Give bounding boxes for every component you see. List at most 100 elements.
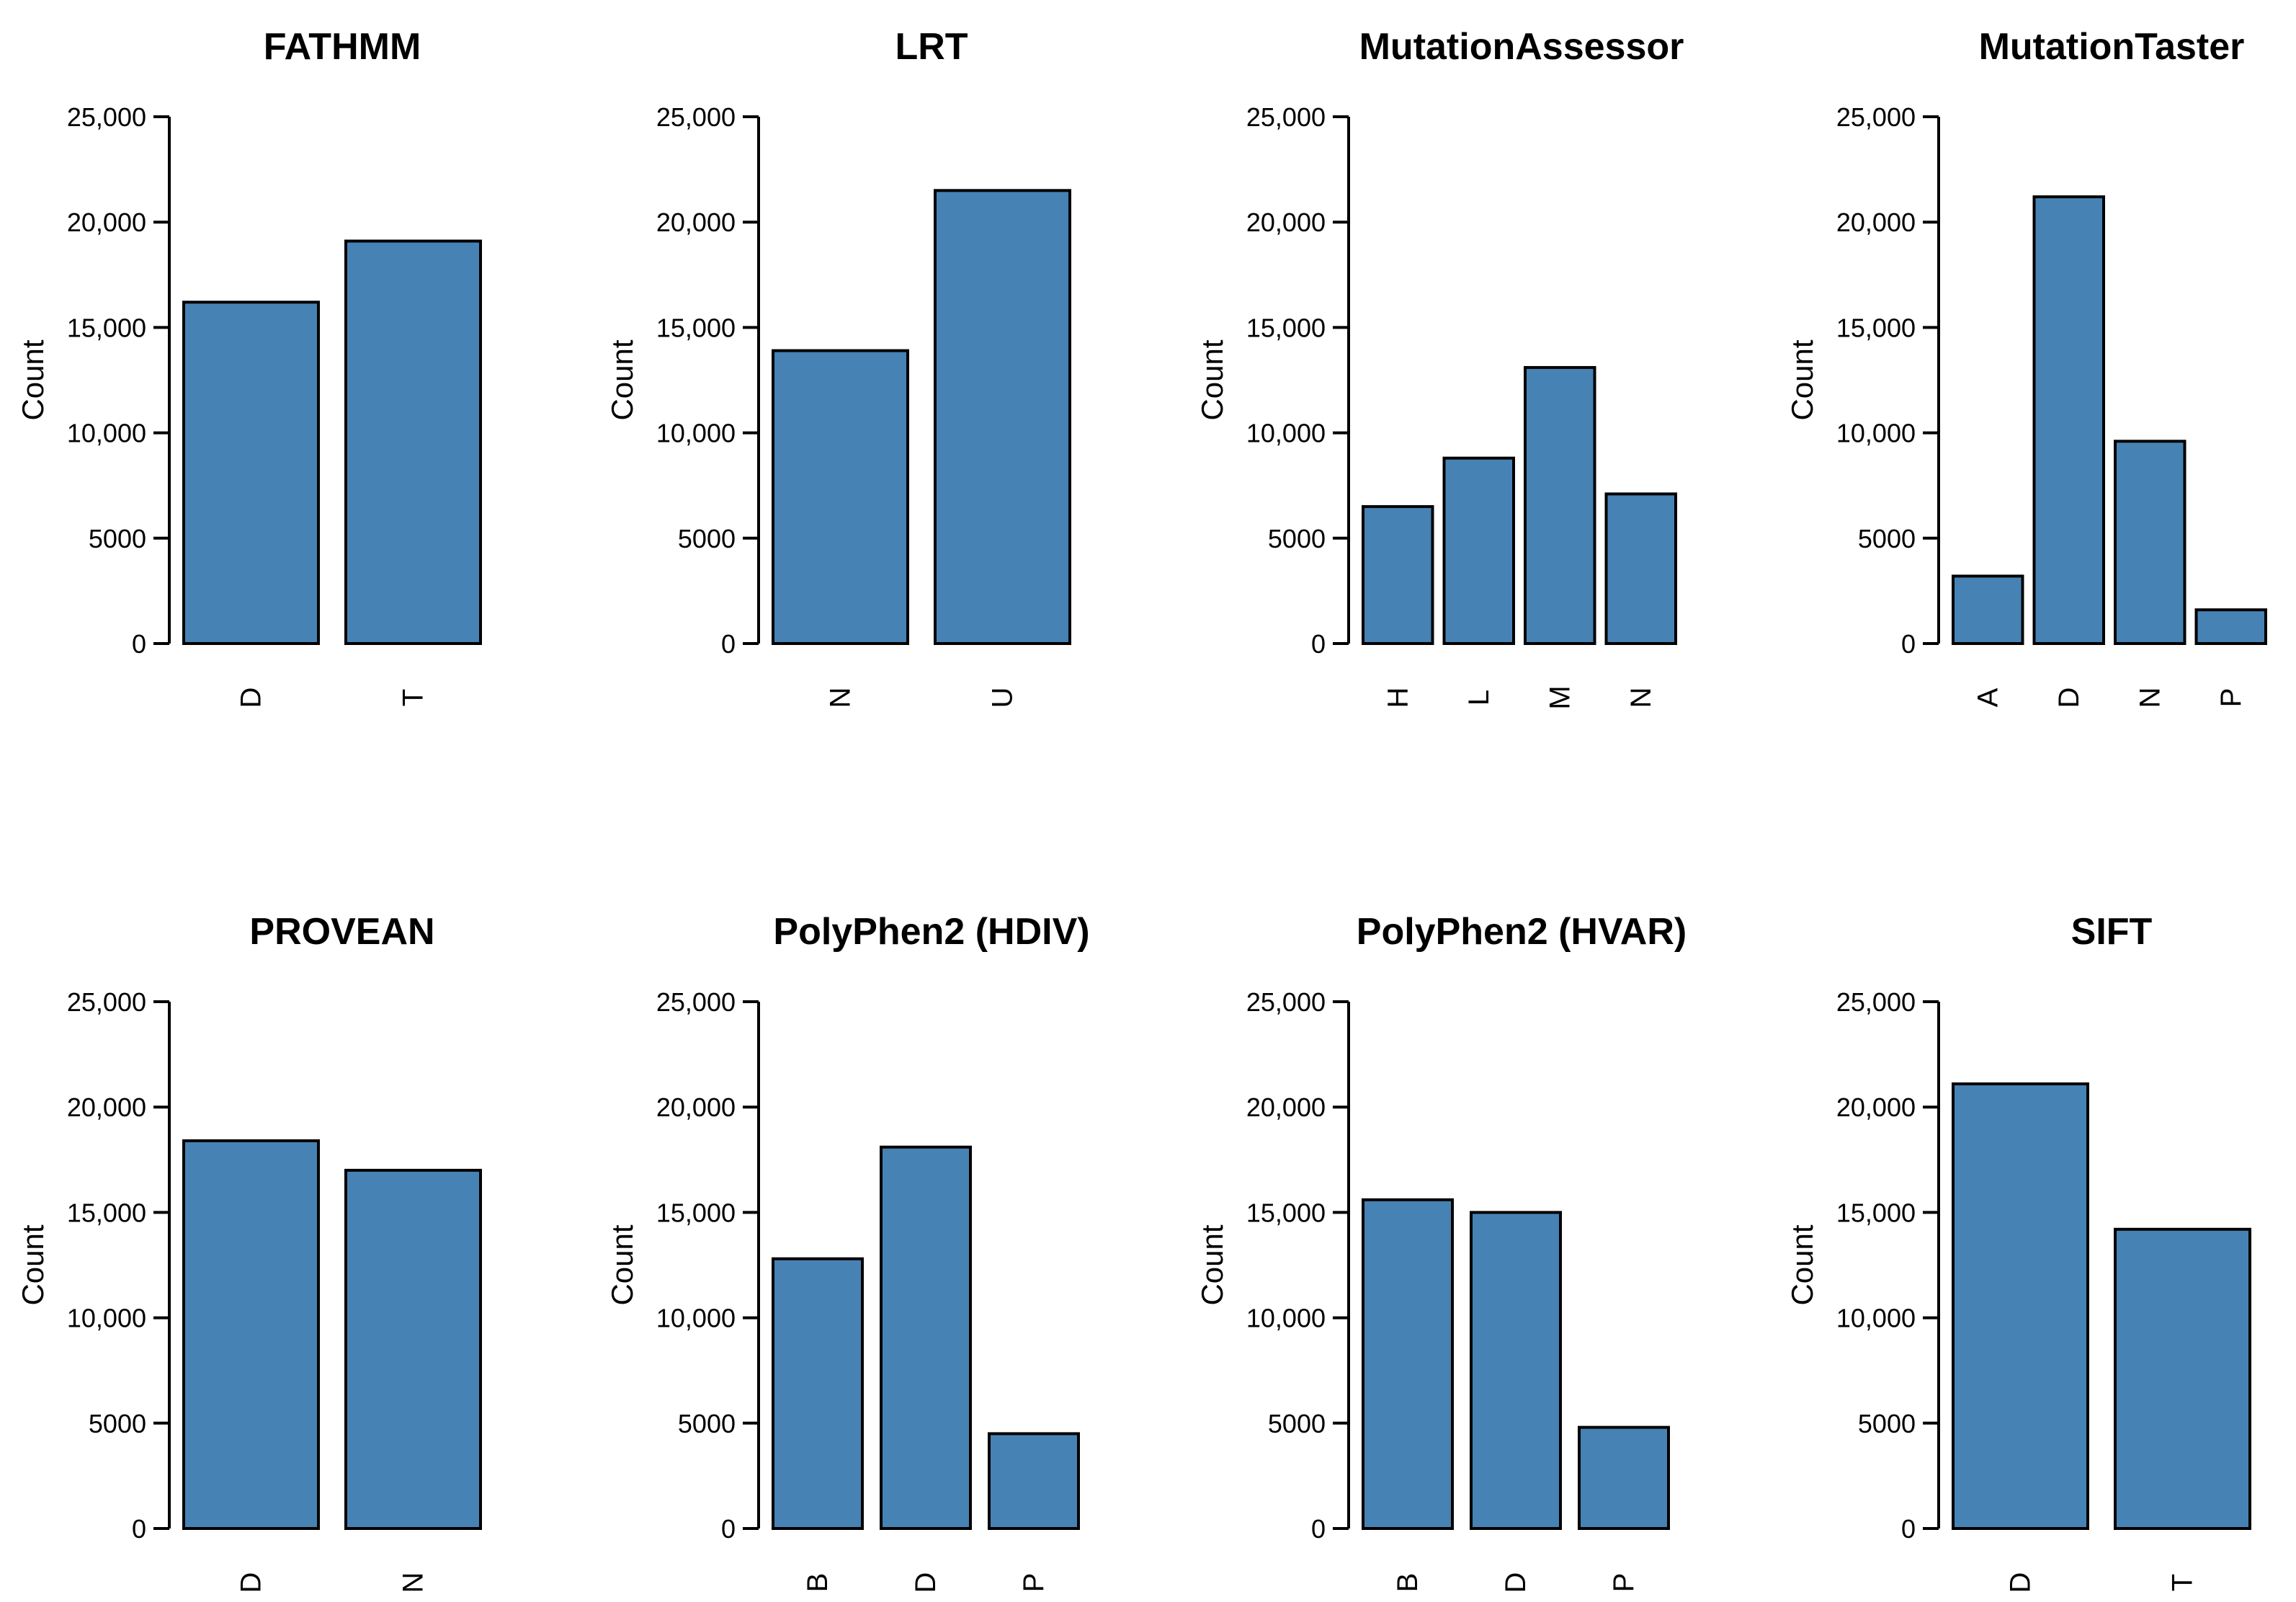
- chart-panel: LRT 0 5000 10,000 15,000 20,000 25,000 Count N U: [605, 26, 1071, 708]
- bar-D: [182, 1139, 320, 1530]
- bar-L: [1442, 456, 1515, 645]
- y-tick-label: 10,000: [656, 1304, 736, 1333]
- bar-P: [1578, 1425, 1670, 1530]
- y-tick-label: 25,000: [67, 987, 146, 1017]
- y-tick-label: 15,000: [656, 1198, 736, 1227]
- y-axis-label: Count: [1195, 339, 1229, 420]
- y-tick-label: 10,000: [1246, 419, 1326, 448]
- y-tick-label: 5000: [678, 524, 736, 553]
- category-label: P: [2215, 688, 2247, 708]
- y-tick-label: 0: [132, 1514, 146, 1544]
- y-tick-label: 5000: [1858, 524, 1916, 553]
- y-tick-label: 5000: [1858, 1409, 1916, 1438]
- y-axis-label: Count: [16, 1224, 50, 1305]
- chart-panel: FATHMM 0 5000 10,000 15,000 20,000 25,000 Count…: [16, 26, 482, 708]
- y-axis-label: Count: [16, 339, 50, 420]
- y-tick-label: 25,000: [656, 102, 736, 132]
- y-tick-label: 15,000: [67, 1198, 146, 1227]
- chart-title: MutationAssessor: [1359, 26, 1684, 68]
- chart-panel: PROVEAN 0 5000 10,000 15,000 20,000 25,000 Coun…: [16, 911, 482, 1593]
- y-tick-label: 20,000: [1836, 208, 1916, 237]
- category-label: P: [1608, 1573, 1640, 1593]
- chart-panel: SIFT 0 5000 10,000 15,000 20,000 25,000 Count D T: [1785, 911, 2251, 1593]
- y-tick-label: 20,000: [67, 1093, 146, 1122]
- y-tick-label: 10,000: [656, 419, 736, 448]
- y-axis-label: Count: [1785, 339, 1819, 420]
- category-label: U: [987, 687, 1019, 708]
- y-tick-label: 0: [1901, 1514, 1916, 1544]
- category-label: T: [398, 689, 429, 706]
- y-tick-label: 25,000: [1836, 987, 1916, 1017]
- chart-title: MutationTaster: [1979, 26, 2245, 68]
- bar-H: [1362, 504, 1434, 645]
- y-tick-label: 0: [1311, 1514, 1326, 1544]
- y-tick-label: 15,000: [656, 313, 736, 342]
- y-tick-label: 10,000: [1836, 1304, 1916, 1333]
- y-tick-label: 10,000: [67, 419, 146, 448]
- y-tick-label: 5000: [89, 1409, 146, 1438]
- y-tick-label: 15,000: [1246, 1198, 1326, 1227]
- y-tick-label: 0: [721, 629, 736, 659]
- category-label: B: [802, 1573, 834, 1593]
- y-tick-label: 20,000: [1246, 208, 1326, 237]
- chart-title: PolyPhen2 (HDIV): [773, 911, 1089, 953]
- y-tick-label: 5000: [89, 524, 146, 553]
- bar-B: [1362, 1198, 1454, 1530]
- y-tick-label: 0: [1901, 629, 1916, 659]
- bar-T: [344, 239, 482, 645]
- chart-title: PolyPhen2 (HVAR): [1357, 911, 1687, 953]
- chart-title: LRT: [895, 26, 968, 68]
- bar-B: [772, 1257, 864, 1531]
- category-label: D: [2053, 687, 2085, 708]
- y-tick-label: 15,000: [67, 313, 146, 342]
- category-label: L: [1463, 690, 1495, 706]
- y-axis-label: Count: [605, 1224, 639, 1305]
- y-tick-label: 20,000: [1246, 1093, 1326, 1122]
- y-tick-label: 25,000: [1246, 102, 1326, 132]
- y-tick-label: 15,000: [1836, 1198, 1916, 1227]
- y-tick-label: 0: [1311, 629, 1326, 659]
- category-label: D: [910, 1572, 942, 1593]
- y-tick-label: 20,000: [67, 208, 146, 237]
- y-tick-label: 5000: [678, 1409, 736, 1438]
- chart-title: FATHMM: [264, 26, 421, 68]
- y-tick-label: 20,000: [656, 208, 736, 237]
- bar-P: [988, 1432, 1080, 1531]
- category-label: N: [825, 687, 857, 708]
- chart-panel: MutationTaster 0 5000 10,000 15,000 20,000 25,…: [1785, 26, 2267, 708]
- bar-D: [1952, 1082, 2089, 1530]
- y-tick-label: 10,000: [1246, 1304, 1326, 1333]
- y-tick-label: 25,000: [1246, 987, 1326, 1017]
- chart-title: SIFT: [2071, 911, 2153, 953]
- y-tick-label: 10,000: [67, 1304, 146, 1333]
- chart-panel: MutationAssessor 0 5000 10,000 15,000 20,000 2…: [1195, 26, 1684, 710]
- bar-D: [1470, 1211, 1562, 1531]
- y-tick-label: 25,000: [1836, 102, 1916, 132]
- bar-P: [2194, 608, 2267, 646]
- y-axis-label: Count: [605, 339, 639, 420]
- category-label: N: [1625, 687, 1657, 708]
- category-label: B: [1392, 1573, 1424, 1593]
- category-label: D: [1500, 1572, 1532, 1593]
- y-tick-label: 0: [721, 1514, 736, 1544]
- y-tick-label: 5000: [1268, 524, 1326, 553]
- y-tick-label: 25,000: [67, 102, 146, 132]
- y-tick-label: 15,000: [1836, 313, 1916, 342]
- y-tick-label: 5000: [1268, 1409, 1326, 1438]
- bar-N: [1604, 492, 1677, 645]
- category-label: D: [2005, 1572, 2037, 1593]
- category-label: P: [1018, 1573, 1050, 1593]
- category-label: D: [236, 1572, 267, 1593]
- y-tick-label: 15,000: [1246, 313, 1326, 342]
- bar-D: [880, 1145, 972, 1530]
- bar-M: [1524, 365, 1596, 645]
- y-tick-label: 20,000: [1836, 1093, 1916, 1122]
- chart-panel: PolyPhen2 (HVAR) 0 5000 10,000 15,000 20,000 2…: [1195, 911, 1687, 1593]
- y-axis-label: Count: [1195, 1224, 1229, 1305]
- category-label: A: [1972, 687, 2004, 707]
- bar-D: [182, 301, 320, 645]
- category-label: D: [236, 687, 267, 708]
- y-tick-label: 0: [132, 629, 146, 659]
- category-label: T: [2167, 1574, 2199, 1591]
